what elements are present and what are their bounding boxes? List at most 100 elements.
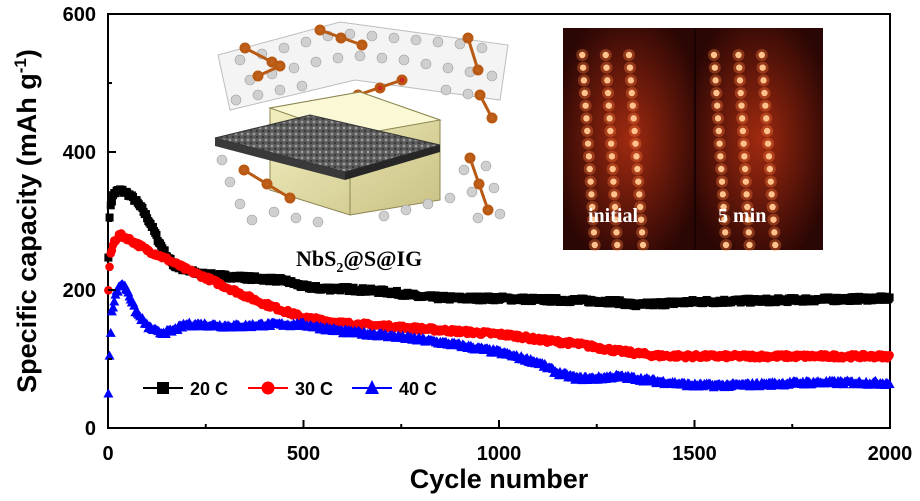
led-glow xyxy=(736,112,749,125)
legend-item-20c: 20 C xyxy=(143,379,228,399)
led-glow xyxy=(714,150,727,163)
led-dot xyxy=(637,216,645,223)
data-point xyxy=(141,210,150,219)
led-dot xyxy=(718,165,725,173)
y-axis-ticks: 0 200 400 600 xyxy=(63,4,116,440)
led-dot xyxy=(714,115,722,122)
data-point xyxy=(152,230,161,239)
legend-item-40c: 40 C xyxy=(352,379,437,399)
series-30c xyxy=(104,229,894,363)
led-dot xyxy=(764,140,772,147)
led-dot xyxy=(738,115,746,122)
structure-illustration: NbS2@S@IG xyxy=(214,21,509,276)
led-dot xyxy=(718,178,726,185)
led-dot xyxy=(743,191,750,198)
led-dot xyxy=(639,241,647,249)
x-tick-label: 0 xyxy=(102,443,113,465)
led-dot xyxy=(614,241,621,249)
led-dot xyxy=(584,140,592,147)
led-dot xyxy=(633,153,640,160)
data-point xyxy=(105,327,116,337)
x-axis-title: Cycle number xyxy=(410,464,589,494)
led-glow xyxy=(712,112,724,125)
led-dot xyxy=(630,115,637,122)
data-point xyxy=(112,286,123,296)
led-glow xyxy=(758,87,771,99)
data-point xyxy=(160,246,169,255)
led-dot xyxy=(607,127,614,135)
led-dot xyxy=(761,89,768,97)
led-dot xyxy=(758,51,765,59)
led-dot xyxy=(590,229,598,236)
led-glow xyxy=(712,125,725,137)
led-dot xyxy=(710,51,718,59)
y-tick-label: 400 xyxy=(63,142,96,164)
data-point xyxy=(103,388,114,398)
led-glow xyxy=(585,188,598,201)
series-40c xyxy=(103,279,895,398)
led-glow xyxy=(583,163,596,175)
led-glow xyxy=(609,213,622,226)
led-glow xyxy=(720,239,732,251)
y-axis-title: Specific capacity (mAh g-1) xyxy=(11,49,42,393)
legend-item-30c: 30 C xyxy=(248,379,333,399)
led-glow xyxy=(765,188,778,201)
led-dot xyxy=(768,191,775,198)
led-dot xyxy=(604,77,611,84)
led-glow xyxy=(605,137,618,150)
led-glow xyxy=(737,137,750,150)
led-glow xyxy=(762,150,775,163)
led-dot xyxy=(738,102,745,109)
led-glow xyxy=(718,213,731,226)
led-glow xyxy=(766,201,779,213)
led-dot xyxy=(746,241,753,249)
led-dot xyxy=(771,229,778,236)
led-dot xyxy=(626,64,634,71)
led-dot xyxy=(613,229,620,236)
led-glow xyxy=(603,112,616,125)
led-glow xyxy=(716,175,728,188)
led-dot xyxy=(716,140,723,147)
led-glow xyxy=(605,150,618,163)
led-dot xyxy=(717,153,724,160)
led-glow xyxy=(584,175,597,188)
data-point xyxy=(148,222,157,231)
led-dot xyxy=(605,102,613,109)
led-glow xyxy=(610,226,623,239)
led-glow xyxy=(588,239,601,251)
led-dot xyxy=(638,229,646,236)
led-glow xyxy=(634,201,647,213)
led-dot xyxy=(722,229,729,236)
led-glow xyxy=(577,61,590,74)
led-dot xyxy=(579,51,586,59)
led-glow xyxy=(581,125,594,137)
led-glow xyxy=(579,99,592,112)
led-glow xyxy=(764,175,777,188)
data-point xyxy=(884,378,895,388)
led-glow xyxy=(582,150,595,163)
led-glow xyxy=(577,74,590,87)
led-glow xyxy=(586,201,599,213)
led-glow xyxy=(734,87,747,99)
led-dot xyxy=(604,89,612,97)
led-glow xyxy=(713,137,726,150)
led-dot xyxy=(740,140,747,147)
led-glow xyxy=(733,61,746,74)
led-glow xyxy=(708,49,720,61)
led-dot xyxy=(722,241,730,249)
led-glow xyxy=(759,99,772,112)
led-dots xyxy=(576,49,782,251)
led-dot xyxy=(719,191,726,198)
led-dot xyxy=(610,178,617,185)
led-dot xyxy=(603,64,610,71)
led-dot xyxy=(736,77,744,84)
graphene-top-layer xyxy=(217,21,509,111)
led-dot xyxy=(587,178,594,185)
led-glow xyxy=(763,163,776,175)
led-dot xyxy=(591,241,598,249)
led-glow xyxy=(715,163,728,175)
led-glow xyxy=(636,226,649,239)
led-dot xyxy=(767,178,774,185)
led-glow xyxy=(631,163,644,175)
led-dot xyxy=(634,165,641,173)
